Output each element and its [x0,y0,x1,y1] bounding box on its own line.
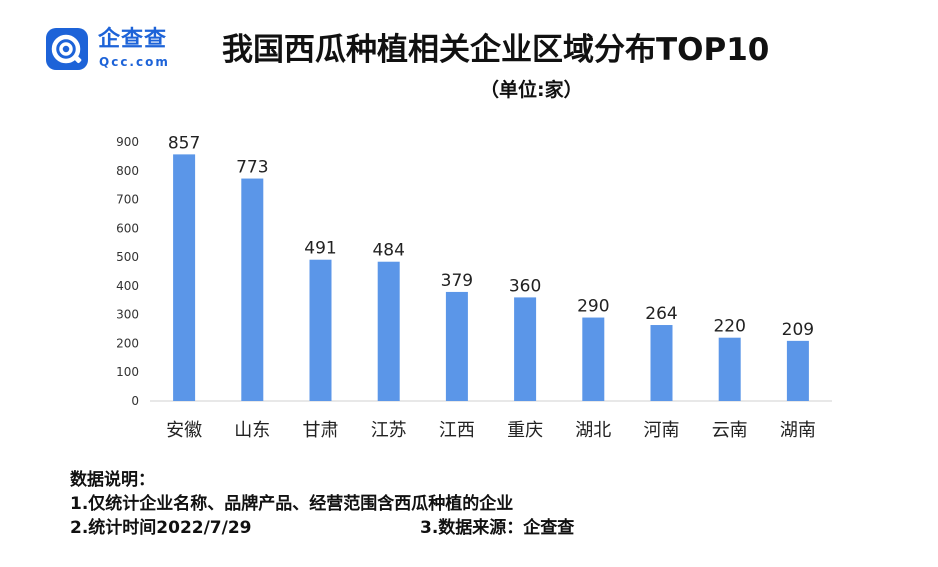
y-tick-label: 600 [116,221,139,235]
bar [309,259,332,401]
brand-logo: 企查查 Qcc.com [46,26,191,76]
data-label: 220 [713,317,745,337]
x-category-label: 云南 [712,420,748,441]
y-tick-label: 400 [116,279,139,293]
notes-line-1: 1.仅统计企业名称、品牌产品、经营范围含西瓜种植的企业 [70,494,514,514]
bar [582,317,605,401]
y-tick-label: 700 [116,193,139,207]
y-tick-label: 300 [116,308,139,322]
data-notes: 数据说明： 1.仅统计企业名称、品牌产品、经营范围含西瓜种植的企业 2.统计时间… [70,468,890,540]
bar [514,297,537,401]
y-tick-label: 100 [116,365,139,379]
notes-line-2: 2.统计时间2022/7/29 3.数据来源：企查查 [70,516,890,540]
data-label: 360 [509,276,541,296]
y-tick-label: 900 [116,135,139,149]
y-tick-label: 200 [116,336,139,350]
y-tick-label: 800 [116,164,139,178]
data-label: 290 [577,297,609,317]
x-category-label: 安徽 [166,420,202,441]
x-category-label: 山东 [234,420,270,441]
x-category-label: 江苏 [371,420,407,441]
data-label: 491 [304,239,336,259]
notes-date: 2.统计时间2022/7/29 [70,518,252,538]
data-label: 379 [441,271,473,291]
chart-subtitle: （单位:家） [480,79,583,101]
x-category-label: 湖南 [780,420,816,441]
data-label: 773 [236,158,268,178]
data-label: 209 [782,320,814,340]
qcc-logo-icon [46,28,88,70]
x-category-label: 重庆 [507,420,543,441]
data-label: 484 [372,241,404,261]
bar [377,261,400,401]
x-category-label: 湖北 [575,420,611,441]
x-category-label: 江西 [439,420,475,441]
y-tick-label: 500 [116,250,139,264]
bar [241,178,264,401]
bar-chart: 0 100 200 300 400 500 600 700 800 900 857 安徽 773 山东 49… [116,133,832,441]
data-label: 857 [168,133,200,153]
brand-name: 企查查 [98,27,168,52]
bar [445,291,468,401]
x-category-label: 甘肃 [303,420,339,441]
x-category-label: 河南 [644,420,680,441]
notes-heading: 数据说明： [70,470,155,490]
notes-source: 3.数据来源：企查查 [420,518,575,538]
chart-title: 我国西瓜种植相关企业区域分布TOP10 [222,32,770,68]
bar [173,154,196,401]
data-label: 264 [645,304,677,324]
bar [786,340,809,401]
brand-domain: Qcc.com [99,55,170,69]
bar [650,325,673,401]
y-tick-label: 0 [131,394,139,408]
bar [718,337,741,401]
